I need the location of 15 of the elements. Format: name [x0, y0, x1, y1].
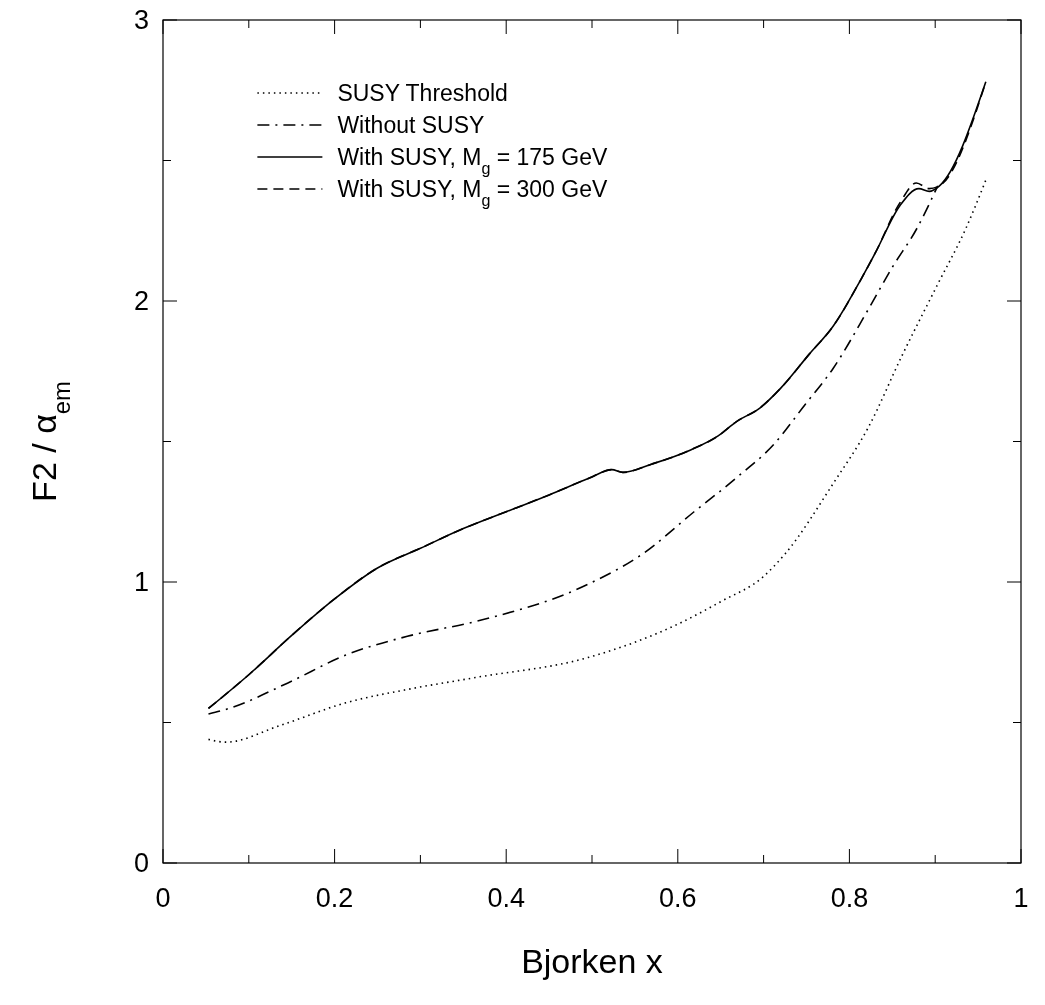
y-tick-label: 2 [133, 286, 149, 316]
legend-label: Without SUSY [337, 112, 485, 139]
x-tick-label: 0.4 [487, 883, 525, 913]
y-tick-label: 3 [133, 5, 149, 35]
x-tick-label: 0.8 [830, 883, 869, 913]
x-axis-title: Bjorken x [521, 942, 663, 980]
y-tick-label: 1 [133, 567, 149, 597]
legend-label: With SUSY, M$_{g}$ = 175 GeV [337, 144, 608, 178]
x-tick-label: 0.6 [659, 883, 697, 913]
legend-label: With SUSY, M$_{g}$ = 300 GeV [337, 176, 608, 210]
y-tick-label: 0 [133, 848, 149, 878]
x-tick-label: 0.2 [315, 883, 354, 913]
x-tick-label: 1 [1013, 883, 1029, 913]
legend-label: SUSY Threshold [337, 80, 508, 107]
x-tick-label: 0 [155, 883, 171, 913]
